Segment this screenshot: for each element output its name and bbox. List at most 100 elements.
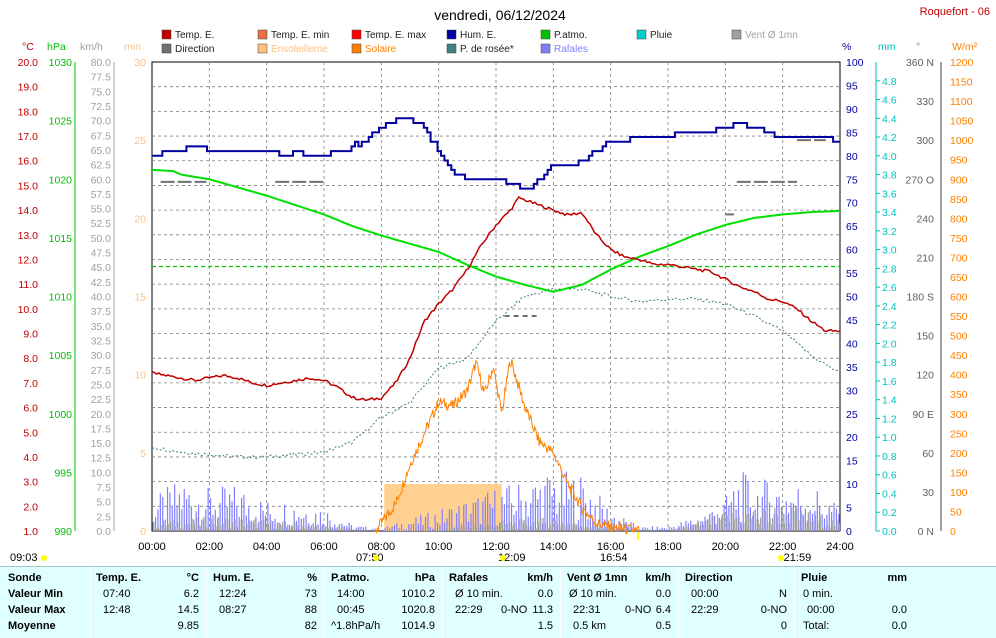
humidity-tick: 35: [846, 362, 858, 374]
legend-swatch-2: [351, 29, 362, 40]
temp-tick: 4.0: [23, 452, 38, 464]
rain-tick: 0.4: [882, 488, 897, 500]
wind-tick: 40.0: [91, 292, 112, 304]
direction-tick: 300: [916, 135, 934, 147]
humidity-tick: 75: [846, 174, 858, 186]
solar-tick: 1050: [950, 116, 974, 128]
sunset-icon: [778, 555, 784, 561]
rain-tick: 1.6: [882, 376, 897, 388]
wind-tick: 30.0: [91, 350, 112, 362]
x-tick: 10:00: [425, 541, 453, 553]
minutes-tick: 25: [134, 135, 146, 147]
temp-tick: 9.0: [23, 329, 38, 341]
humidity-tick: 20: [846, 432, 858, 444]
direction-r2-time: 22:29: [691, 604, 719, 616]
table-header-pluie: Pluie: [801, 572, 828, 584]
x-tick: 02:00: [196, 541, 224, 553]
wind-tick: 52.5: [91, 218, 112, 230]
legend-swatch-4: [540, 29, 551, 40]
solar-tick: 350: [950, 389, 968, 401]
humidity-tick: 45: [846, 315, 858, 327]
table-col-rafales: Rafales km/h Ø 10 min. 0.0 22:29 0-NO 11…: [442, 567, 561, 638]
legend-swatch-8: [257, 43, 268, 54]
sun-markers: 09:03 07:50 12:09 16:54 -21:59: [10, 532, 811, 564]
legend-swatch-0: [161, 29, 172, 40]
wind-tick: 7.5: [96, 482, 111, 494]
rafales-max-dir: 0-NO: [501, 604, 528, 616]
vent-run-distance: 0.5 km: [573, 620, 607, 632]
row-label-min: Valeur Min: [8, 588, 64, 600]
x-tick: 24:00: [826, 541, 854, 553]
series-solaire: [375, 359, 640, 535]
rain-tick: 3.0: [882, 245, 897, 257]
sun-marker-label: 09:03: [10, 552, 38, 564]
sun-marker-label: 07:50: [356, 552, 384, 564]
pressure-tick: 995: [54, 467, 72, 479]
wind-tick: 47.5: [91, 248, 112, 260]
series-layer: [151, 117, 841, 535]
x-tick: 14:00: [540, 541, 568, 553]
direction-tick: 30: [922, 487, 934, 499]
series-patm: [151, 168, 841, 293]
table-header-hum: Hum. E.: [213, 572, 254, 584]
rain-tick: 3.2: [882, 226, 897, 238]
temp-tick: 7.0: [23, 378, 38, 390]
table-unit-temp: °C: [186, 572, 199, 584]
temp-tick: 13.0: [18, 230, 39, 242]
rain-tick: 3.4: [882, 207, 897, 219]
direction-avg-value: 0: [780, 620, 787, 632]
rafales-max-time: 22:29: [455, 604, 483, 616]
wind-tick: 37.5: [91, 306, 112, 318]
legend-label-11: Rafales: [554, 44, 588, 55]
legend-label-9: Solaire: [365, 44, 397, 55]
humidity-tick: 5: [846, 503, 852, 515]
solar-tick: 950: [950, 155, 968, 167]
rain-tick: 1.2: [882, 413, 897, 425]
table-col-patm: P.atmo. hPa 14:00 1010.2 00:45 1020.8 ^1…: [324, 567, 443, 638]
wind-tick: 50.0: [91, 233, 112, 245]
temp-min-value: 6.2: [183, 588, 199, 600]
rain-tick: 0.2: [882, 507, 897, 519]
pressure-tick: 1020: [49, 174, 73, 186]
wind-tick: 70.0: [91, 116, 112, 128]
rain-tick: 1.0: [882, 432, 897, 444]
wind-tick: 32.5: [91, 335, 112, 347]
legend-swatch-10: [446, 43, 457, 54]
chart-title: vendredi, 06/12/2024: [434, 7, 566, 23]
wind-tick: 35.0: [91, 321, 112, 333]
wind-tick: 5.0: [96, 497, 111, 509]
rain-tick: 2.2: [882, 320, 897, 332]
wind-tick: 55.0: [91, 204, 112, 216]
direction-tick: 330: [916, 96, 934, 108]
table-unit-hum: %: [307, 572, 317, 584]
temp-tick: 3.0: [23, 477, 38, 489]
humidity-tick: 80: [846, 151, 858, 163]
x-tick: 08:00: [368, 541, 396, 553]
table-header-temp: Temp. E.: [96, 572, 142, 584]
table-header-patm: P.atmo.: [331, 572, 370, 584]
solar-tick: 1000: [950, 135, 974, 147]
solar-tick: 0: [950, 526, 956, 538]
sun-icon: [373, 555, 379, 561]
wind-tick: 20.0: [91, 409, 112, 421]
patm-min-time: 14:00: [337, 588, 365, 600]
axis-unit-pressure: hPa: [47, 41, 66, 53]
patm-max-time: 00:45: [337, 604, 365, 616]
table-header-direction: Direction: [685, 572, 733, 584]
wind-tick: 10.0: [91, 467, 112, 479]
legend-swatch-1: [257, 29, 268, 40]
solar-tick: 900: [950, 174, 968, 186]
pressure-tick: 1000: [49, 409, 73, 421]
pluie-total-value: 0.0: [891, 620, 907, 632]
table-col-hum: Hum. E. % 12:24 73 08:27 88 82: [206, 567, 325, 638]
series-rosee: [151, 287, 841, 460]
rain-tick: 0.8: [882, 451, 897, 463]
humidity-tick: 15: [846, 456, 858, 468]
humidity-tick: 50: [846, 292, 858, 304]
temp-tick: 18.0: [18, 106, 39, 118]
pluie-r2-value: 0.0: [891, 604, 907, 616]
wind-tick: 42.5: [91, 277, 112, 289]
stats-table: Sonde Valeur Min Valeur Max Moyenne Temp…: [0, 566, 996, 638]
minutes-tick: 0: [140, 526, 146, 538]
humidity-tick: 70: [846, 198, 858, 210]
